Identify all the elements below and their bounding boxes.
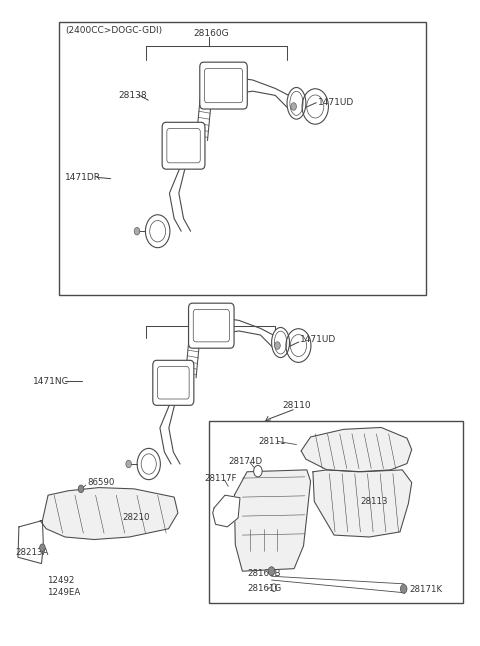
Circle shape: [78, 485, 84, 493]
Text: 28160B: 28160B: [247, 568, 280, 578]
Polygon shape: [301, 428, 412, 472]
Text: 28174D: 28174D: [228, 457, 263, 466]
Circle shape: [253, 465, 262, 477]
Text: 28213A: 28213A: [15, 548, 48, 557]
Text: 28110: 28110: [282, 401, 311, 410]
Circle shape: [40, 544, 45, 552]
Text: 28111: 28111: [259, 437, 286, 446]
Text: 28171K: 28171K: [409, 585, 443, 594]
Bar: [59, 22, 426, 295]
Text: 28160G: 28160G: [193, 28, 228, 37]
Polygon shape: [185, 339, 200, 378]
FancyBboxPatch shape: [200, 62, 247, 109]
Circle shape: [268, 567, 275, 576]
Circle shape: [275, 342, 280, 349]
Polygon shape: [234, 470, 311, 571]
Polygon shape: [40, 488, 178, 539]
Text: 1471UD: 1471UD: [318, 98, 354, 107]
Ellipse shape: [287, 87, 306, 119]
FancyBboxPatch shape: [162, 122, 205, 169]
Text: (2400CC>DOGC-GDI): (2400CC>DOGC-GDI): [65, 26, 162, 35]
Text: 28210: 28210: [122, 513, 150, 522]
Circle shape: [400, 585, 407, 593]
Circle shape: [291, 103, 297, 110]
Text: 86590: 86590: [87, 478, 115, 487]
FancyBboxPatch shape: [189, 303, 234, 348]
Polygon shape: [196, 99, 211, 140]
Text: 28113: 28113: [360, 497, 387, 506]
Text: 28161G: 28161G: [247, 585, 281, 594]
Text: 28117F: 28117F: [204, 474, 237, 483]
Text: 28138: 28138: [119, 90, 147, 99]
Bar: [209, 421, 464, 603]
Text: 1471UD: 1471UD: [300, 335, 336, 344]
Polygon shape: [18, 521, 43, 563]
Text: 1471NC: 1471NC: [33, 377, 69, 386]
Circle shape: [126, 460, 132, 468]
Ellipse shape: [272, 328, 289, 358]
Circle shape: [134, 227, 140, 235]
Text: 1471DR: 1471DR: [65, 173, 101, 182]
FancyBboxPatch shape: [153, 360, 194, 405]
Polygon shape: [313, 470, 412, 537]
Text: 28160G: 28160G: [193, 309, 228, 318]
Text: 1249EA: 1249EA: [47, 589, 80, 597]
Polygon shape: [213, 495, 240, 527]
Text: 12492: 12492: [47, 576, 74, 585]
